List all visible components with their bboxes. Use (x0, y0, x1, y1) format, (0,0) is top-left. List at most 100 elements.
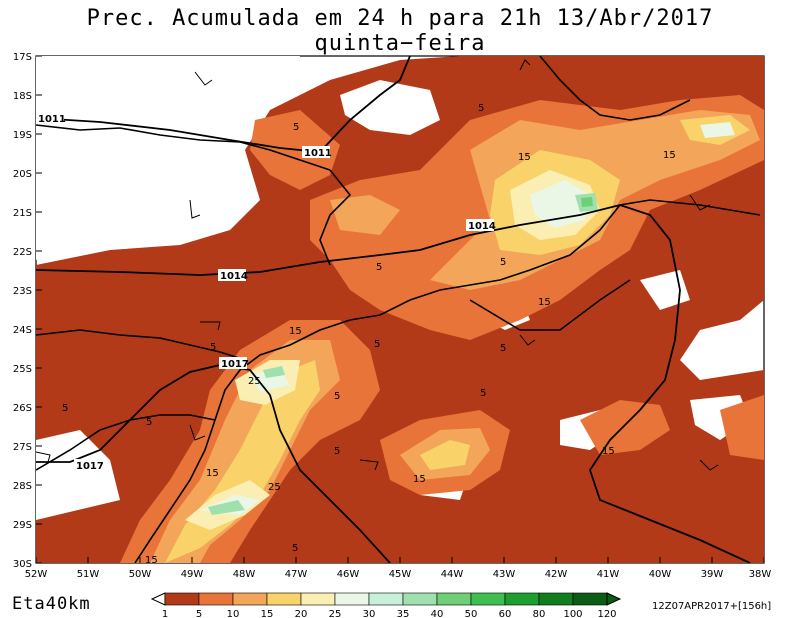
lon-label: 49W (181, 569, 204, 580)
lon-label: 39W (701, 569, 724, 580)
colorbar-swatch (504, 592, 540, 606)
lon-label: 38W (749, 569, 772, 580)
lat-label: 23S (13, 286, 32, 297)
contour-label: 5 (376, 262, 382, 273)
contour-label: 15 (663, 150, 676, 161)
precip-area-35-40 (581, 197, 593, 207)
colorbar-tick-label: 10 (227, 609, 240, 618)
lat-label: 21S (13, 208, 32, 219)
colorbar-tick-label: 100 (563, 609, 582, 618)
contour-label: 15 (538, 297, 551, 308)
precip-area-25-30 (700, 122, 735, 138)
isobar-label: 1017 (76, 461, 104, 472)
contour-label: 5 (374, 339, 380, 350)
colorbar-max-arrow (606, 592, 622, 606)
contour-labels: 5 5 5 5 5 5 5 5 5 5 5 5 5 15 15 15 15 15… (62, 103, 676, 566)
lon-label: 46W (337, 569, 360, 580)
lat-label: 27S (13, 442, 32, 453)
precip-area-5-10 (720, 395, 764, 460)
colorbar-swatch (334, 592, 370, 606)
contour-label: 5 (480, 388, 486, 399)
contour-label: 5 (500, 257, 506, 268)
colorbar-swatch (368, 592, 404, 606)
contour-label: 5 (210, 342, 216, 353)
colorbar-swatch (402, 592, 438, 606)
precip-area-5-10 (580, 400, 670, 455)
run-info: 12Z07APR2017+[156h] (652, 601, 772, 612)
lat-label: 18S (13, 91, 32, 102)
precip-area-1-5 (36, 290, 190, 430)
precip-area-30-35 (263, 366, 285, 378)
wind-barbs (35, 59, 719, 471)
contour-label: 15 (145, 555, 158, 566)
lon-label: 42W (545, 569, 568, 580)
lat-label: 25S (13, 364, 32, 375)
colorbar-tick-label: 80 (533, 609, 546, 618)
contour-label: 15 (206, 468, 219, 479)
contour-label: 5 (334, 446, 340, 457)
contour-label: 25 (268, 482, 281, 493)
precip-area-15-20 (420, 440, 470, 470)
isobar-label: 1011 (38, 114, 66, 125)
colorbar-swatch (232, 592, 268, 606)
colorbar-tick-label: 120 (597, 609, 616, 618)
lon-label: 50W (129, 569, 152, 580)
contour-label: 15 (413, 474, 426, 485)
colorbar-swatch (300, 592, 336, 606)
contour-label: 5 (146, 417, 152, 428)
isobar-label: 1014 (220, 271, 248, 282)
colorbar-tick-label: 5 (196, 609, 202, 618)
lon-label: 52W (25, 569, 48, 580)
colorbar-swatch (470, 592, 506, 606)
colorbar-tick-label: 20 (295, 609, 308, 618)
lat-label: 22S (13, 247, 32, 258)
precip-area-30-35 (208, 500, 245, 515)
lon-label: 47W (285, 569, 308, 580)
colorbar-tick-label: 35 (397, 609, 410, 618)
lat-label: 30S (13, 559, 32, 570)
lon-label: 48W (233, 569, 256, 580)
contour-label: 15 (518, 152, 531, 163)
lat-label: 24S (13, 325, 32, 336)
lat-label: 29S (13, 520, 32, 531)
isobar-label: 1017 (221, 359, 249, 370)
contour-label: 5 (334, 391, 340, 402)
map-title: Prec. Acumulada em 24 h para 21h 13/Abr/… (86, 6, 714, 56)
colorbar-tick-label: 25 (329, 609, 342, 618)
lat-label: 28S (13, 481, 32, 492)
lat-label: 20S (13, 169, 32, 180)
lat-label: 26S (13, 403, 32, 414)
colorbar-tick-label: 1 (162, 609, 168, 618)
model-label: Eta40km (12, 594, 91, 614)
lon-label: 43W (493, 569, 516, 580)
lat-label: 19S (13, 130, 32, 141)
colorbar-tick-label: 50 (465, 609, 478, 618)
colorbar-min-arrow (150, 592, 166, 606)
lon-label: 51W (77, 569, 100, 580)
contour-label: 15 (289, 326, 302, 337)
colorbar-legend: 1 5 10 15 20 25 30 35 40 50 60 80 100 120 (150, 592, 622, 618)
contour-label: 5 (62, 403, 68, 414)
colorbar-tick-label: 30 (363, 609, 376, 618)
contour-label: 5 (292, 543, 298, 554)
isobar-label: 1014 (468, 221, 496, 232)
lon-label: 41W (597, 569, 620, 580)
precip-area-10-15 (330, 195, 400, 235)
latitude-axis: 17S 18S 19S 20S 21S 22S 23S 24S 25S 26S … (13, 52, 42, 570)
longitude-axis: 52W 51W 50W 49W 48W 47W 46W 45W 44W 43W … (25, 557, 772, 580)
contour-label: 25 (248, 376, 261, 387)
isobar-labels: 1011 1011 1014 1014 1017 1017 (36, 112, 496, 472)
colorbar-swatch (198, 592, 234, 606)
lon-label: 40W (649, 569, 672, 580)
colorbar-swatch (572, 592, 608, 606)
contour-label: 5 (500, 343, 506, 354)
contour-label: 5 (478, 103, 484, 114)
isobar-label: 1011 (304, 148, 332, 159)
colorbar-swatch (436, 592, 472, 606)
colorbar-swatch (538, 592, 574, 606)
contour-label: 5 (293, 122, 299, 133)
colorbar-tick-label: 40 (431, 609, 444, 618)
colorbar-swatch (164, 592, 200, 606)
colorbar-tick-label: 60 (499, 609, 512, 618)
